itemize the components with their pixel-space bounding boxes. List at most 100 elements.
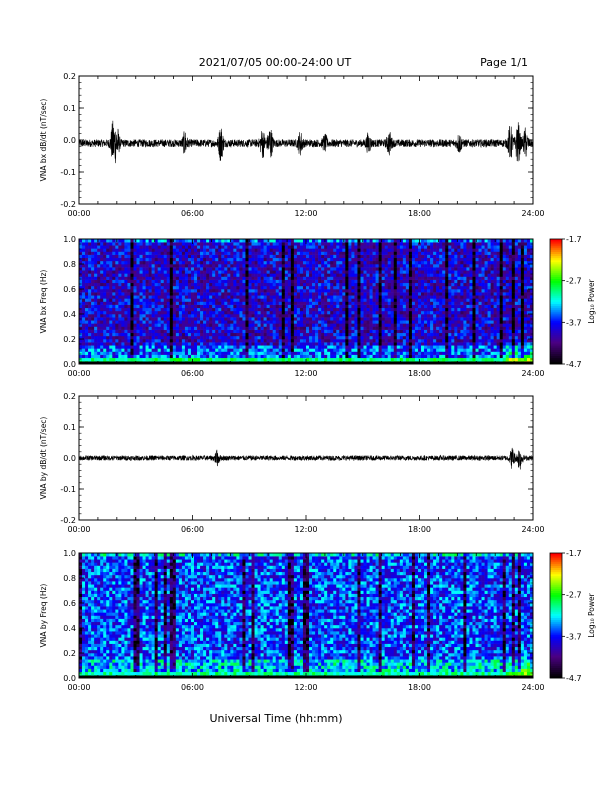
heatmap-cell <box>430 323 434 327</box>
heatmap-cell <box>251 304 255 309</box>
heatmap-cell <box>206 320 210 324</box>
heatmap-cell <box>190 298 195 302</box>
heatmap-cell <box>133 285 137 290</box>
heatmap-cell <box>154 342 158 346</box>
heatmap-cell <box>142 264 146 268</box>
heatmap-cell <box>227 273 231 277</box>
heatmap-cell <box>442 329 446 334</box>
heatmap-cell <box>269 251 274 255</box>
heatmap-cell <box>390 301 395 305</box>
heatmap-cell <box>378 245 382 249</box>
heatmap-cell <box>369 310 373 315</box>
heatmap-cell <box>136 348 140 352</box>
heatmap-cell <box>445 310 449 315</box>
heatmap-cell <box>245 348 249 352</box>
heatmap-cell <box>390 342 395 346</box>
heatmap-cell <box>330 342 334 346</box>
heatmap-cell <box>239 295 243 299</box>
heatmap-cell <box>408 335 413 340</box>
heatmap-cell <box>106 301 110 305</box>
heatmap-cell <box>233 257 237 262</box>
heatmap-cell <box>348 310 352 315</box>
heatmap-cell <box>263 270 267 274</box>
heatmap-cell <box>339 339 343 343</box>
heatmap-cell <box>293 348 298 352</box>
heatmap-cell <box>405 273 410 277</box>
heatmap-cell <box>345 298 349 302</box>
heatmap-cell <box>390 254 395 259</box>
heatmap-cell <box>242 239 246 243</box>
heatmap-cell <box>130 335 134 340</box>
heatmap-cell <box>242 279 246 284</box>
heatmap-cell <box>354 310 358 315</box>
heatmap-cell <box>345 351 349 355</box>
heatmap-cell <box>324 332 328 337</box>
heatmap-cell <box>436 248 440 252</box>
heatmap-cell <box>233 342 237 346</box>
heatmap-cell <box>227 348 231 352</box>
heatmap-cell <box>224 357 228 362</box>
heatmap-cell <box>439 351 443 355</box>
heatmap-cell <box>254 270 258 274</box>
heatmap-cell <box>166 267 171 271</box>
heatmap-cell <box>430 295 434 299</box>
heatmap-cell <box>312 323 316 327</box>
heatmap-cell <box>145 276 149 280</box>
heatmap-cell <box>269 242 274 246</box>
heatmap-cell <box>266 276 270 280</box>
heatmap-cell <box>281 304 286 309</box>
heatmap-cell <box>333 301 337 305</box>
heatmap-cell <box>293 314 298 318</box>
heatmap-cell <box>372 310 376 315</box>
heatmap-cell <box>88 270 92 274</box>
heatmap-cell <box>200 329 204 334</box>
heatmap-cell <box>369 270 373 274</box>
heatmap-cell <box>136 254 140 259</box>
heatmap-cell <box>163 304 168 309</box>
heatmap-cell <box>414 242 419 246</box>
heatmap-cell <box>82 307 86 312</box>
heatmap-cell <box>327 292 331 296</box>
heatmap-cell <box>97 348 101 352</box>
heatmap-cell <box>417 276 422 280</box>
heatmap-cell <box>209 326 213 330</box>
heatmap-cell <box>417 320 422 324</box>
heatmap-cell <box>318 289 322 293</box>
heatmap-cell <box>197 273 201 277</box>
heatmap-cell <box>342 348 346 352</box>
heatmap-cell <box>136 307 140 312</box>
heatmap-cell <box>284 317 289 321</box>
heatmap-cell <box>354 301 358 305</box>
heatmap-cell <box>233 307 237 312</box>
heatmap-cell <box>124 345 128 349</box>
heatmap-cell <box>360 285 364 290</box>
heatmap-cell <box>169 342 174 346</box>
heatmap-cell <box>439 242 443 246</box>
heatmap-cell <box>378 264 382 268</box>
heatmap-cell <box>245 292 249 296</box>
heatmap-cell <box>293 298 298 302</box>
heatmap-cell <box>405 264 410 268</box>
heatmap-cell <box>445 314 449 318</box>
heatmap-cell <box>369 354 373 359</box>
heatmap-cell <box>172 342 177 346</box>
heatmap-cell <box>248 310 252 315</box>
heatmap-cell <box>384 314 389 318</box>
heatmap-cell <box>278 301 283 305</box>
heatmap-cell <box>381 242 385 246</box>
heatmap-cell <box>260 351 264 355</box>
heatmap-cell <box>154 289 158 293</box>
heatmap-cell <box>139 257 143 262</box>
heatmap-cell <box>287 285 292 290</box>
heatmap-cell <box>414 357 419 362</box>
heatmap-cell <box>348 354 352 359</box>
heatmap-cell <box>233 332 237 337</box>
heatmap-cell <box>290 326 295 330</box>
heatmap-cell <box>272 242 277 246</box>
heatmap-cell <box>218 342 222 346</box>
heatmap-cell <box>312 351 316 355</box>
heatmap-cell <box>390 323 395 327</box>
heatmap-cell <box>169 295 174 299</box>
heatmap-cell <box>399 295 404 299</box>
y-tick-label: 0.2 <box>63 72 76 81</box>
